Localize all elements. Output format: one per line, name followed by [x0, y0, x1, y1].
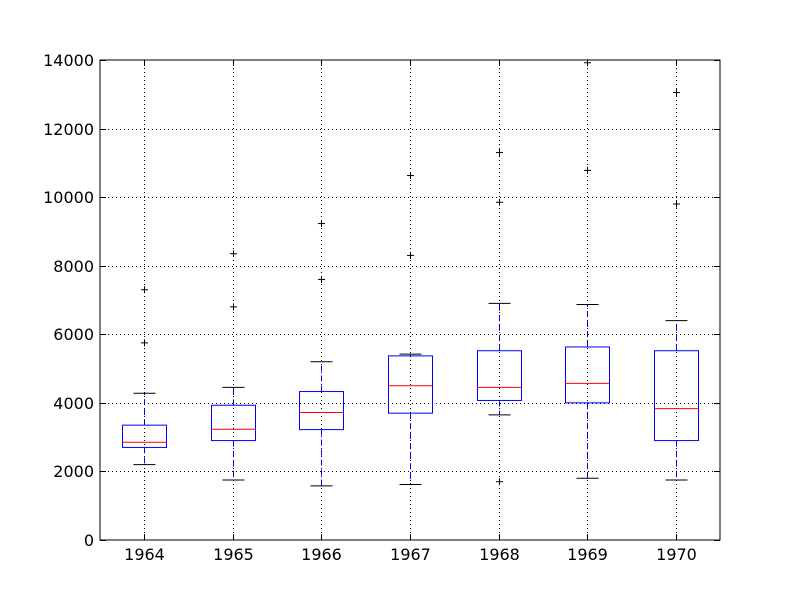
- y-tick-label: 6000: [53, 325, 94, 344]
- flier-point: [673, 200, 680, 208]
- box-1965: [211, 250, 256, 481]
- flier-point: [318, 275, 325, 283]
- iqr-box: [299, 391, 344, 431]
- flier-point: [496, 198, 503, 206]
- y-tick-label: 10000: [43, 188, 94, 207]
- y-tick-label: 8000: [53, 257, 94, 276]
- flier-point: [318, 220, 325, 228]
- flier-point: [584, 166, 591, 174]
- iqr-box: [211, 404, 256, 442]
- flier-point: [673, 89, 680, 97]
- flier-point: [230, 303, 237, 311]
- iqr-box: [654, 350, 699, 442]
- flier-point: [141, 339, 148, 347]
- y-tick-label: 12000: [43, 120, 94, 139]
- x-tick-label: 1969: [567, 545, 608, 564]
- iqr-box: [477, 350, 522, 401]
- x-tick-label: 1967: [390, 545, 431, 564]
- y-tick-label: 0: [84, 531, 94, 550]
- y-tick-label: 14000: [43, 51, 94, 70]
- flier-point: [496, 149, 503, 157]
- box-1964: [122, 286, 167, 466]
- box-1967: [388, 172, 433, 485]
- x-tick-label: 1966: [301, 545, 342, 564]
- tick-labels: 0 2000 4000 6000 8000 10000 12000 14000 1964 1965…: [43, 51, 697, 564]
- flier-point: [496, 478, 503, 486]
- flier-point: [407, 251, 414, 259]
- flier-point: [407, 172, 414, 180]
- axis-ticks: [100, 60, 720, 541]
- y-tick-label: 2000: [53, 462, 94, 481]
- x-tick-label: 1970: [656, 545, 697, 564]
- box-1970: [654, 89, 699, 481]
- iqr-box: [122, 424, 167, 448]
- iqr-box: [565, 346, 610, 404]
- box-series: [122, 59, 699, 487]
- box-1966: [299, 220, 344, 487]
- x-tick-label: 1964: [124, 545, 165, 564]
- box-1968: [477, 149, 522, 486]
- iqr-box: [388, 355, 433, 414]
- grid-lines: [100, 60, 720, 540]
- box-1969: [565, 59, 610, 479]
- flier-point: [230, 250, 237, 258]
- y-tick-label: 4000: [53, 394, 94, 413]
- x-tick-label: 1968: [479, 545, 520, 564]
- x-tick-label: 1965: [213, 545, 254, 564]
- flier-point: [141, 286, 148, 294]
